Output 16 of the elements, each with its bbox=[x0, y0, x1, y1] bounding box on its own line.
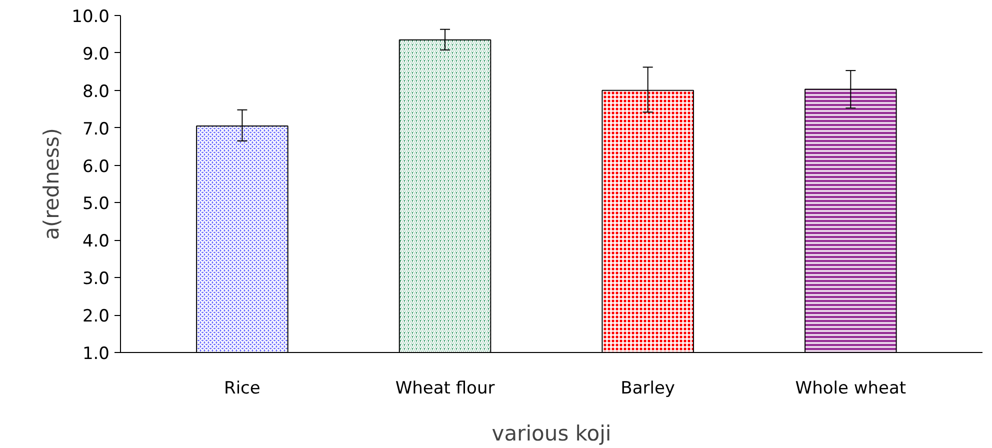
y-tick-label: 8.0 bbox=[82, 82, 110, 102]
y-tick-label: 10.0 bbox=[72, 7, 110, 27]
y-tick-label: 5.0 bbox=[82, 194, 110, 214]
y-axis-title: a(redness) bbox=[40, 128, 64, 240]
x-tick-label: Rice bbox=[224, 378, 260, 398]
y-tick-label: 1.0 bbox=[82, 344, 110, 364]
x-tick-label: Whole wheat bbox=[795, 378, 906, 398]
x-tick-label: Wheat flour bbox=[395, 378, 495, 398]
x-axis-title: various koji bbox=[492, 422, 612, 446]
y-tick-label: 7.0 bbox=[82, 119, 110, 140]
y-tick-label: 6.0 bbox=[82, 156, 110, 177]
y-tick-label: 2.0 bbox=[82, 306, 110, 327]
y-tick-label: 9.0 bbox=[82, 44, 110, 64]
x-tick-label: Barley bbox=[620, 378, 675, 398]
y-tick-label: 4.0 bbox=[82, 232, 110, 252]
y-tick-label: 3.0 bbox=[82, 269, 110, 290]
